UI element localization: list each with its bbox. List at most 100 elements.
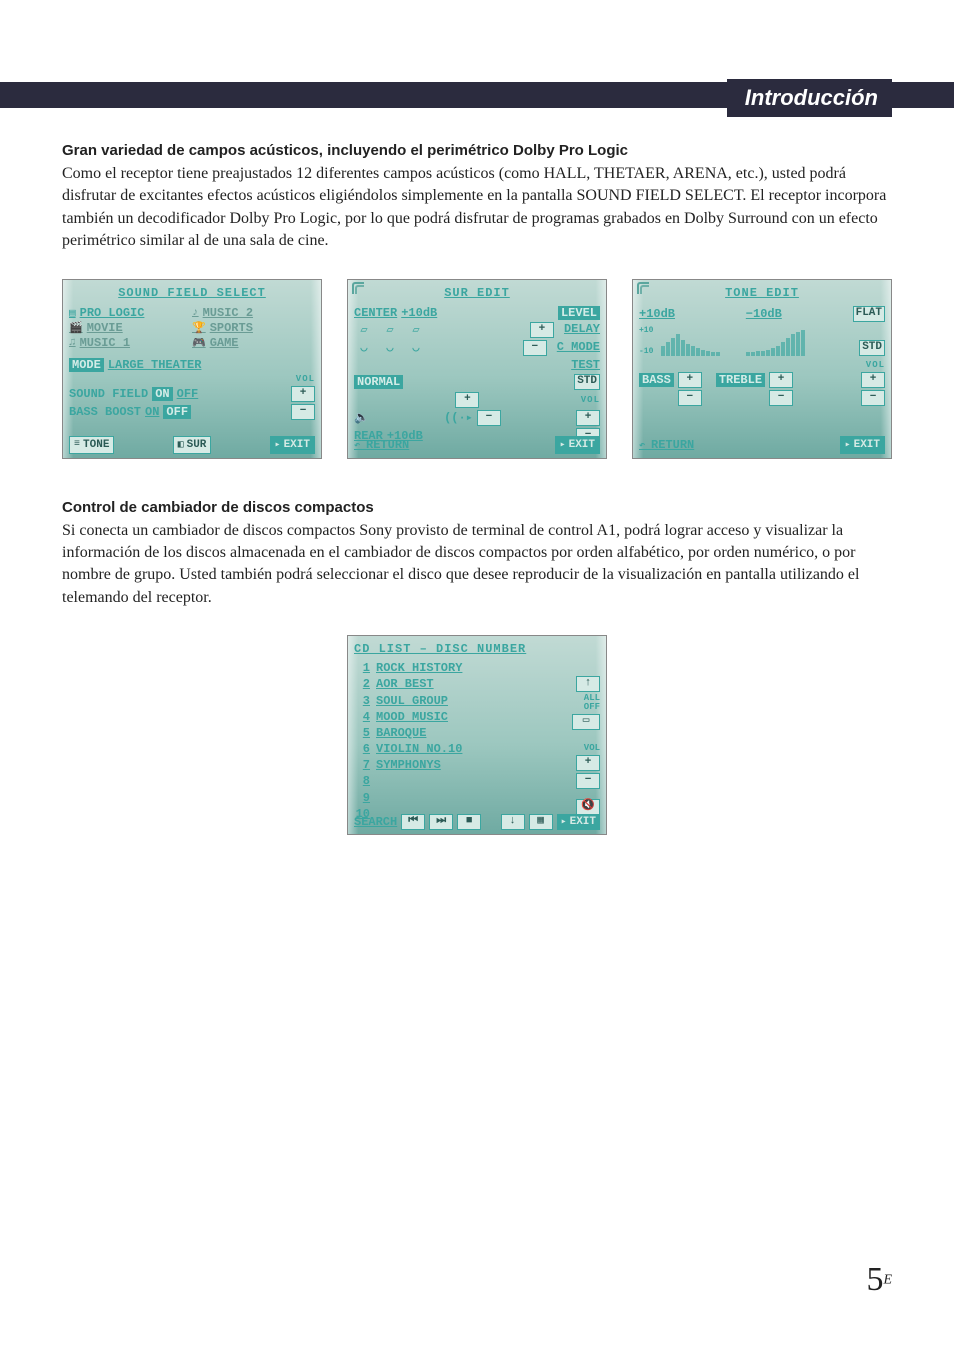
display-button[interactable]: ▦ (529, 814, 553, 830)
mode-label: MUSIC 1 (80, 336, 130, 350)
eq-bar (756, 351, 760, 356)
search-label[interactable]: SEARCH (354, 815, 397, 829)
vol-minus-button[interactable]: − (576, 773, 600, 789)
delay-button[interactable]: DELAY (564, 322, 600, 338)
mode-value: LARGE THEATER (108, 358, 202, 372)
plus10-label: +10dB (639, 307, 675, 321)
cmode-button[interactable]: C MODE (557, 340, 600, 356)
mode-movie[interactable]: 🎬MOVIE (69, 321, 192, 335)
speaker-wave-icon: ((·▸ (444, 410, 473, 425)
flat-button[interactable]: FLAT (853, 306, 885, 322)
vol-plus-button[interactable]: + (291, 386, 315, 402)
vol-plus-button[interactable]: + (861, 372, 885, 388)
eq-bar (801, 330, 805, 356)
bass-plus-button[interactable]: + (678, 372, 702, 388)
stop-button[interactable]: ■ (457, 814, 481, 830)
front-speakers: ▱ ▱ ▱ + DELAY (356, 322, 600, 338)
eq-bar (776, 346, 780, 356)
mode-pro-logic[interactable]: ▤PRO LOGIC (69, 306, 192, 320)
page-number-value: 5 (866, 1261, 883, 1298)
std-button[interactable]: STD (859, 340, 885, 356)
sound-field-label: SOUND FIELD (69, 387, 148, 401)
exit-button[interactable]: ▸EXIT (555, 436, 600, 454)
label: EXIT (854, 439, 880, 451)
on-label[interactable]: ON (145, 405, 159, 419)
scroll-down-button[interactable]: ↓ (501, 814, 525, 830)
vol-minus-button[interactable]: − (291, 404, 315, 420)
disc-number: 3 (354, 693, 370, 709)
sur-button[interactable]: ◧SUR (173, 436, 212, 454)
level-button[interactable]: LEVEL (558, 306, 600, 320)
label: RETURN (651, 438, 694, 452)
tone-minus-row: BASS − TREBLE − − (639, 390, 885, 406)
treble-minus-button[interactable]: − (769, 390, 793, 406)
eq-bar (671, 338, 675, 356)
plus-button[interactable]: + (455, 392, 479, 408)
eq-bar (716, 352, 720, 356)
exit-icon: ▸ (845, 439, 851, 451)
disc-title: SOUL GROUP (376, 693, 448, 709)
std-button[interactable]: STD (574, 374, 600, 390)
list-item[interactable]: 6VIOLIN NO.10 (354, 741, 600, 757)
bass-minus-button[interactable]: − (678, 390, 702, 406)
list-item[interactable]: 2AOR BEST (354, 676, 600, 692)
list-item[interactable]: 8 (354, 773, 600, 789)
label: EXIT (284, 439, 310, 451)
eq-bar (691, 346, 695, 356)
list-item[interactable]: 5BAROQUE (354, 725, 600, 741)
next-track-button[interactable]: ⏭ (429, 814, 453, 830)
list-item[interactable]: 4MOOD MUSIC (354, 709, 600, 725)
normal-chip[interactable]: NORMAL (354, 375, 403, 389)
mode-sports[interactable]: 🏆SPORTS (192, 321, 315, 335)
list-item[interactable]: 9 (354, 790, 600, 806)
exit-button[interactable]: ▸EXIT (557, 814, 600, 830)
mode-game[interactable]: 🎮GAME (192, 336, 315, 350)
list-item[interactable]: 7SYMPHONYS (354, 757, 600, 773)
screen-sound-field-select: SOUND FIELD SELECT ▤PRO LOGIC ♪MUSIC 2 🎬… (62, 279, 322, 459)
off-chip[interactable]: OFF (163, 405, 191, 419)
eq-axis: +10 -10 (639, 326, 653, 356)
vol-plus-button[interactable]: + (576, 410, 600, 426)
all-off-button[interactable]: ▭ (572, 714, 600, 730)
exit-button[interactable]: ▸EXIT (840, 436, 885, 454)
return-button[interactable]: ↶ RETURN (639, 438, 694, 452)
disc-number: 5 (354, 725, 370, 741)
sfs-bottom-row: ≡TONE ◧SUR ▸EXIT (69, 436, 315, 454)
eq-bar (701, 350, 705, 356)
test-button[interactable]: TEST (571, 358, 600, 372)
cd-title: CD LIST – DISC NUMBER (354, 642, 600, 656)
minus10-label: −10dB (746, 307, 782, 321)
mode-music-1[interactable]: ♫MUSIC 1 (69, 336, 192, 350)
vol-minus-button[interactable]: − (861, 390, 885, 406)
mute-button[interactable]: 🔇 (576, 799, 600, 815)
vol-plus-button[interactable]: + (576, 755, 600, 771)
tone-top-row: +10dB −10dB FLAT (639, 306, 885, 322)
eq-bar (681, 340, 685, 356)
eq-right (746, 326, 805, 356)
exit-button[interactable]: ▸EXIT (270, 436, 315, 454)
scroll-up-button[interactable]: ↑ (576, 676, 600, 692)
on-chip[interactable]: ON (152, 387, 172, 401)
label: SUR (187, 439, 207, 451)
list-item[interactable]: 1ROCK HISTORY (354, 660, 600, 676)
prev-track-button[interactable]: ⏮ (401, 814, 425, 830)
sur-normal-row: NORMAL STD (354, 374, 600, 390)
section2-heading: Control de cambiador de discos compactos (62, 499, 892, 516)
tone-bottom-row: ↶ RETURN ▸EXIT (639, 436, 885, 454)
speaker-icon: ◡ (382, 340, 398, 356)
speaker-icon: ▱ (408, 322, 424, 338)
mode-music-2[interactable]: ♪MUSIC 2 (192, 306, 315, 320)
plus-button[interactable]: + (530, 322, 554, 338)
return-button[interactable]: ↶ RETURN (354, 438, 409, 452)
center-value: +10dB (401, 306, 437, 320)
minus-button[interactable]: − (477, 410, 501, 426)
minus-button[interactable]: − (523, 340, 547, 356)
treble-plus-button[interactable]: + (769, 372, 793, 388)
tone-button[interactable]: ≡TONE (69, 436, 114, 454)
eq-bar (796, 332, 800, 356)
list-item[interactable]: 3 SOUL GROUP (354, 693, 600, 709)
off-label[interactable]: OFF (177, 387, 199, 401)
label: RETURN (366, 438, 409, 452)
bass-chip: BASS (639, 373, 674, 387)
mode-label: PRO LOGIC (80, 306, 145, 320)
